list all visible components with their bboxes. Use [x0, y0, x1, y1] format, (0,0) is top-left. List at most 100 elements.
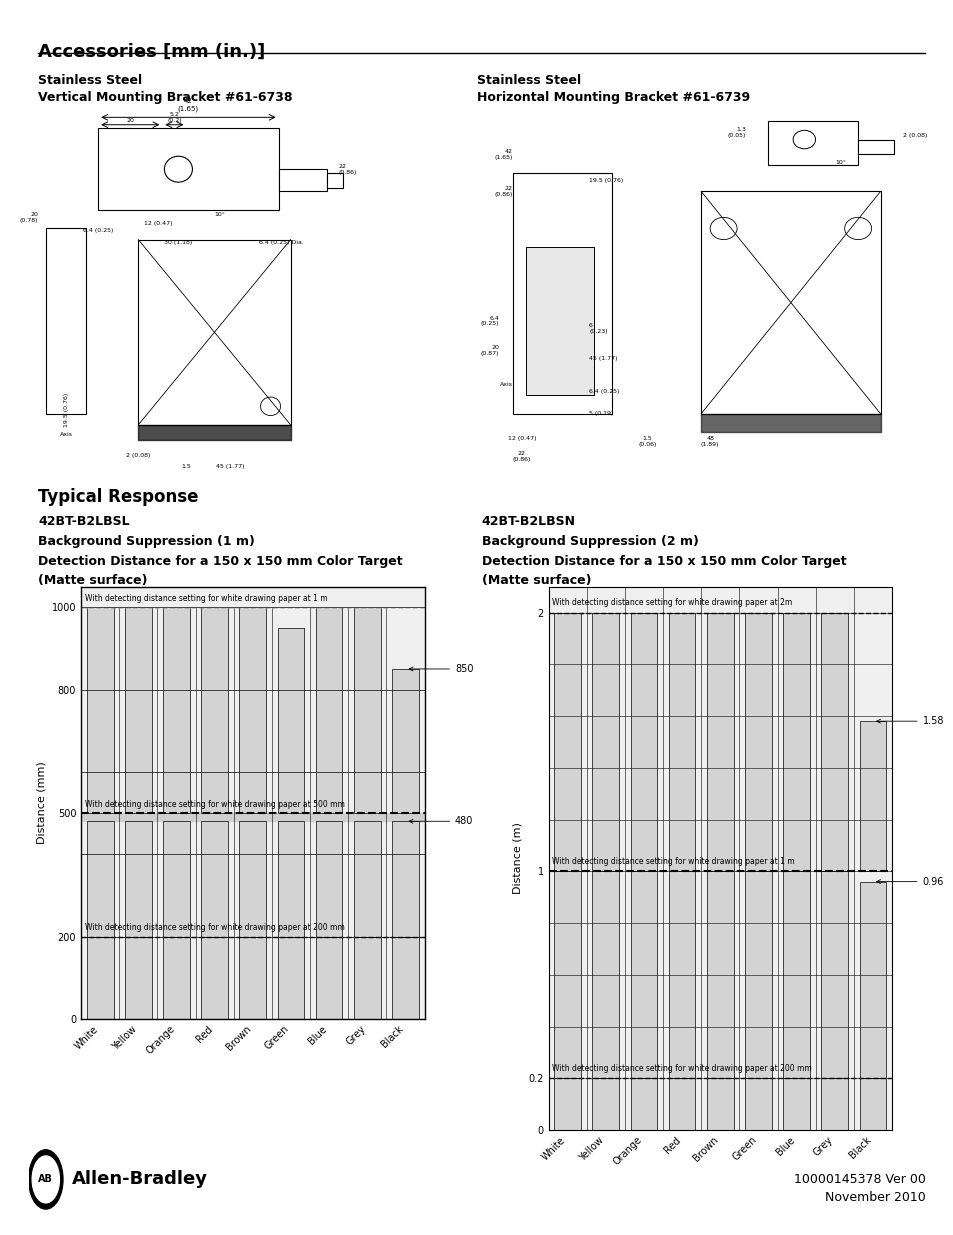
Text: 22
(0.86): 22 (0.86) — [512, 451, 531, 462]
Bar — [87, 936, 113, 1019]
Bar — [513, 173, 611, 414]
Text: 10°: 10° — [835, 161, 845, 165]
Bar — [278, 169, 326, 191]
Text: Background Suppression (2 m): Background Suppression (2 m) — [481, 535, 698, 548]
Text: Detection Distance for a 150 x 150 mm Color Target: Detection Distance for a 150 x 150 mm Co… — [481, 555, 845, 568]
Text: Background Suppression (1 m): Background Suppression (1 m) — [38, 535, 254, 548]
Bar — [668, 613, 695, 871]
Circle shape — [32, 1156, 59, 1203]
Bar — [354, 936, 380, 1019]
Bar — [706, 613, 733, 871]
Bar — [744, 1078, 771, 1130]
Bar — [526, 247, 593, 395]
Bar — [163, 608, 190, 813]
Bar — [706, 1078, 733, 1130]
Bar — [630, 871, 657, 1078]
Circle shape — [843, 217, 871, 240]
Text: 5.2
(0.2): 5.2 (0.2) — [167, 112, 181, 124]
Bar — [592, 871, 618, 1078]
Bar — [592, 613, 618, 871]
Text: 850: 850 — [409, 664, 473, 674]
Text: 22
(0.86): 22 (0.86) — [494, 186, 513, 196]
Circle shape — [792, 131, 815, 149]
Bar — [744, 613, 771, 871]
Circle shape — [260, 398, 280, 416]
Text: Stainless Steel: Stainless Steel — [38, 74, 142, 88]
Bar — [46, 228, 86, 414]
Bar — [315, 936, 342, 1019]
Text: 42
(1.65): 42 (1.65) — [177, 99, 199, 112]
Text: With detecting distance setting for white drawing paper at 1 m: With detecting distance setting for whit… — [85, 594, 327, 603]
Text: Vertical Mounting Bracket #61-6738: Vertical Mounting Bracket #61-6738 — [38, 91, 293, 105]
Text: 42BT-B2LBSL: 42BT-B2LBSL — [38, 515, 130, 529]
Text: 480: 480 — [409, 816, 473, 826]
Text: AB: AB — [38, 1174, 53, 1184]
Text: 20
(0.78): 20 (0.78) — [20, 212, 38, 222]
Bar — [782, 613, 809, 871]
Text: November 2010: November 2010 — [823, 1191, 924, 1204]
Bar — [392, 936, 418, 1019]
Text: 2 (0.08): 2 (0.08) — [126, 453, 151, 458]
Bar — [138, 240, 291, 425]
Bar — [87, 608, 113, 813]
Text: 22
(0.86): 22 (0.86) — [338, 164, 356, 174]
Text: Horizontal Mounting Bracket #61-6739: Horizontal Mounting Bracket #61-6739 — [476, 91, 749, 105]
Bar — [782, 1078, 809, 1130]
Text: 45 (1.77): 45 (1.77) — [216, 464, 245, 469]
Bar — [392, 821, 418, 936]
Text: With detecting distance setting for white drawing paper at 1 m: With detecting distance setting for whit… — [552, 857, 794, 866]
Text: 6.4
(0.25): 6.4 (0.25) — [480, 316, 499, 326]
Bar — [277, 627, 304, 813]
Bar — [857, 140, 893, 154]
Text: (Matte surface): (Matte surface) — [38, 574, 148, 588]
Bar — [592, 1078, 618, 1130]
Bar — [767, 121, 857, 165]
Text: Allen-Bradley: Allen-Bradley — [71, 1171, 208, 1188]
Text: 6
(0.23): 6 (0.23) — [588, 324, 607, 333]
Text: With detecting distance setting for white drawing paper at 500 mm: With detecting distance setting for whit… — [85, 800, 344, 809]
Text: 0.96: 0.96 — [876, 877, 943, 887]
Bar — [163, 821, 190, 936]
Bar — [554, 871, 580, 1078]
Bar — [821, 871, 847, 1078]
Text: Typical Response: Typical Response — [38, 488, 198, 506]
Text: With detecting distance setting for white drawing paper at 200 mm: With detecting distance setting for whit… — [85, 924, 344, 932]
Text: With detecting distance setting for white drawing paper at 200 mm: With detecting distance setting for whit… — [552, 1065, 811, 1073]
Bar — [700, 191, 880, 414]
Text: Accessories [mm (in.)]: Accessories [mm (in.)] — [38, 43, 265, 62]
Text: 1.5
(0.06): 1.5 (0.06) — [638, 436, 656, 447]
Bar — [668, 871, 695, 1078]
Bar — [821, 1078, 847, 1130]
Bar — [315, 608, 342, 813]
Bar — [859, 1078, 885, 1130]
Text: 1.58: 1.58 — [876, 716, 943, 726]
Bar — [554, 613, 580, 871]
Bar — [744, 871, 771, 1078]
Text: 45 (1.77): 45 (1.77) — [588, 356, 617, 361]
Text: 42BT-B2LBSN: 42BT-B2LBSN — [481, 515, 576, 529]
Text: 19.5 (0.76): 19.5 (0.76) — [588, 178, 622, 183]
Text: Axis: Axis — [499, 382, 513, 387]
Bar — [81, 587, 424, 608]
Text: Stainless Steel: Stainless Steel — [476, 74, 580, 88]
Circle shape — [164, 157, 193, 183]
Bar — [125, 821, 152, 936]
Text: 5 (0.19): 5 (0.19) — [588, 411, 613, 416]
Bar — [706, 871, 733, 1078]
Bar — [201, 821, 228, 936]
Text: 20
(0.87): 20 (0.87) — [480, 346, 499, 356]
Text: 12 (0.47): 12 (0.47) — [144, 221, 172, 226]
Text: 12 (0.47): 12 (0.47) — [507, 436, 536, 441]
Bar — [630, 1078, 657, 1130]
Bar — [201, 936, 228, 1019]
Text: 42
(1.65): 42 (1.65) — [494, 149, 513, 159]
Y-axis label: Distance (m): Distance (m) — [512, 823, 522, 894]
Text: 2 (0.08): 2 (0.08) — [902, 133, 926, 138]
Bar — [239, 608, 266, 813]
Text: 30 (1.18): 30 (1.18) — [164, 240, 193, 245]
Circle shape — [709, 217, 737, 240]
Bar — [87, 821, 113, 936]
Text: 6.4 (0.25) Dia.: 6.4 (0.25) Dia. — [258, 240, 303, 245]
Bar — [859, 721, 885, 871]
Text: 20: 20 — [126, 117, 134, 124]
